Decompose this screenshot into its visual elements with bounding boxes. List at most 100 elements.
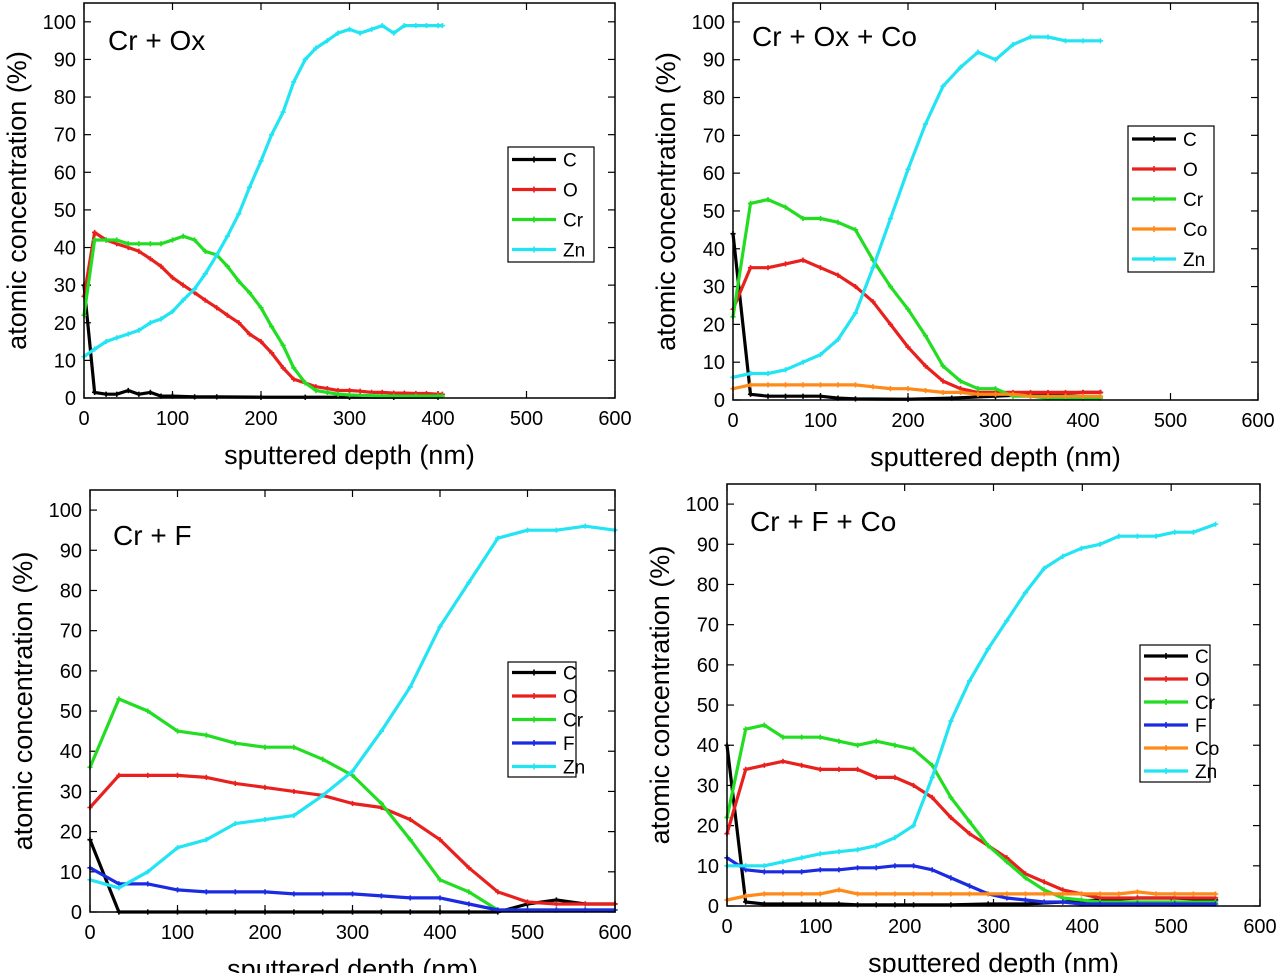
y-tick-label: 80	[697, 574, 719, 596]
data-point	[169, 237, 176, 243]
data-point	[145, 708, 151, 714]
x-tick-label: 300	[977, 916, 1010, 938]
x-axis-label: sputtered depth (nm)	[870, 442, 1121, 472]
data-point	[125, 331, 131, 337]
data-point	[203, 774, 209, 780]
data-point	[145, 881, 151, 887]
data-point	[892, 863, 898, 869]
data-point	[887, 283, 894, 290]
legend-label-zn: Zn	[1183, 250, 1205, 271]
y-tick-label: 70	[697, 615, 719, 637]
x-tick-label: 300	[979, 410, 1012, 432]
data-point	[892, 835, 898, 841]
data-point	[1062, 393, 1069, 399]
data-point	[873, 774, 879, 780]
data-point	[214, 252, 220, 258]
data-point	[1116, 533, 1122, 539]
data-point	[780, 891, 786, 897]
data-point	[1153, 533, 1159, 539]
data-point	[870, 384, 876, 390]
data-point	[800, 393, 806, 399]
data-point	[391, 30, 397, 36]
data-point	[192, 286, 198, 292]
x-tick-label: 400	[421, 408, 454, 430]
data-point	[258, 338, 264, 345]
data-point	[905, 396, 911, 402]
data-point	[1010, 391, 1016, 397]
series-zn	[730, 34, 1104, 380]
data-point	[780, 859, 786, 865]
data-point	[582, 523, 588, 529]
data-point	[854, 766, 861, 772]
legend-marker	[531, 669, 537, 676]
data-point	[929, 774, 935, 780]
data-point	[291, 744, 297, 750]
data-point	[349, 891, 356, 897]
x-tick-label: 0	[727, 410, 738, 432]
data-point	[1190, 529, 1196, 535]
panel-title: Cr + Ox + Co	[752, 21, 917, 52]
y-tick-label: 20	[60, 822, 82, 844]
data-point	[836, 867, 842, 873]
data-point	[280, 109, 286, 115]
data-point	[369, 26, 375, 32]
data-point	[799, 869, 805, 875]
data-point	[1045, 393, 1051, 399]
data-point	[1060, 891, 1066, 897]
data-point	[765, 393, 771, 399]
data-point	[887, 215, 894, 222]
data-point	[378, 893, 384, 899]
data-point	[966, 831, 973, 837]
data-point	[269, 350, 275, 356]
data-point	[817, 265, 824, 271]
data-point	[873, 865, 879, 871]
data-point	[174, 728, 181, 734]
data-point	[985, 843, 991, 849]
data-point	[957, 389, 964, 396]
data-point	[1078, 545, 1085, 551]
series-co	[730, 382, 1104, 399]
data-point	[747, 391, 754, 397]
y-tick-label: 50	[697, 695, 719, 717]
data-point	[948, 814, 954, 821]
y-axis-label: atomic concentration (%)	[651, 52, 681, 351]
data-point	[985, 891, 991, 897]
legend-label-c: C	[1195, 647, 1209, 668]
y-tick-label: 20	[697, 816, 719, 838]
legend-marker	[531, 763, 537, 770]
data-point	[407, 895, 413, 901]
y-tick-label: 40	[697, 735, 719, 757]
data-point	[335, 391, 341, 397]
data-point	[761, 863, 767, 869]
data-point	[817, 215, 824, 222]
data-point	[246, 331, 253, 337]
y-tick-label: 90	[697, 534, 719, 556]
data-point	[940, 378, 946, 384]
data-point	[854, 891, 861, 897]
legend-marker	[531, 693, 537, 699]
data-point	[280, 342, 286, 348]
data-point	[892, 742, 898, 748]
data-point	[870, 299, 876, 305]
data-point	[929, 867, 935, 873]
legend-marker	[1151, 226, 1157, 232]
data-point	[747, 265, 754, 271]
data-point	[854, 847, 861, 853]
legend: CO Cr Co Zn	[1127, 125, 1215, 273]
data-point	[852, 310, 859, 316]
data-point	[985, 646, 991, 652]
data-point	[302, 380, 308, 386]
data-point	[379, 389, 385, 395]
x-tick-label: 0	[84, 922, 95, 944]
data-point	[357, 30, 363, 36]
data-point	[466, 889, 472, 895]
data-point	[817, 867, 823, 873]
data-point	[291, 79, 297, 85]
data-point	[103, 338, 109, 345]
data-point	[1080, 38, 1086, 44]
data-point	[158, 316, 164, 322]
data-point	[922, 363, 929, 369]
data-point	[1134, 889, 1141, 895]
legend-label-c: C	[563, 151, 577, 172]
x-tick-label: 500	[1154, 916, 1187, 938]
